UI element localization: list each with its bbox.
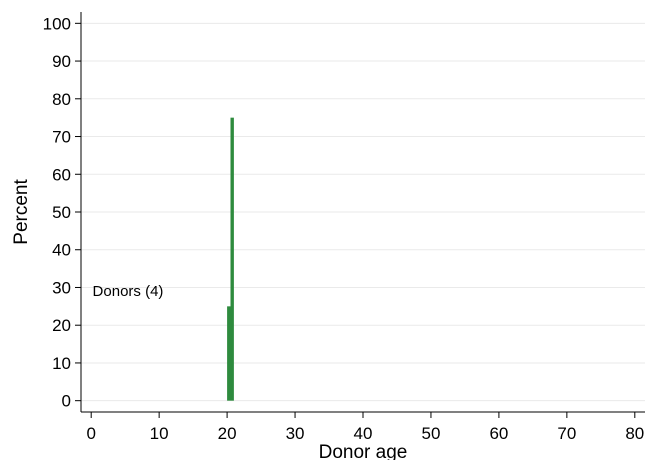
histogram-bar [230,117,234,401]
histogram-bar [227,306,231,401]
y-tick-label: 40 [52,241,71,260]
y-tick-label: 0 [62,392,71,411]
y-ticks: 0 10 20 30 40 50 60 70 80 90 100 [43,14,81,411]
bars [227,117,234,401]
x-tick-label: 30 [286,424,305,443]
x-tick-label: 60 [489,424,508,443]
x-axis-title: Donor age [319,442,408,460]
y-tick-label: 20 [52,316,71,335]
x-tick-label: 10 [150,424,169,443]
y-tick-label: 60 [52,165,71,184]
y-tick-label: 50 [52,203,71,222]
gridlines [81,22,645,402]
y-axis-title: Percent [11,179,32,245]
y-tick-label: 100 [43,14,71,33]
y-tick-label: 30 [52,278,71,297]
x-tick-label: 40 [354,424,373,443]
x-tick-label: 50 [421,424,440,443]
y-tick-label: 10 [52,354,71,373]
y-tick-label: 80 [52,90,71,109]
donors-annotation: Donors (4) [93,283,164,300]
x-tick-label: 20 [218,424,237,443]
x-tick-label: 80 [625,424,644,443]
x-ticks: 0 10 20 30 40 50 60 70 80 [86,412,644,443]
y-tick-label: 90 [52,52,71,71]
y-tick-label: 70 [52,128,71,147]
x-tick-label: 70 [557,424,576,443]
x-tick-label: 0 [86,424,95,443]
